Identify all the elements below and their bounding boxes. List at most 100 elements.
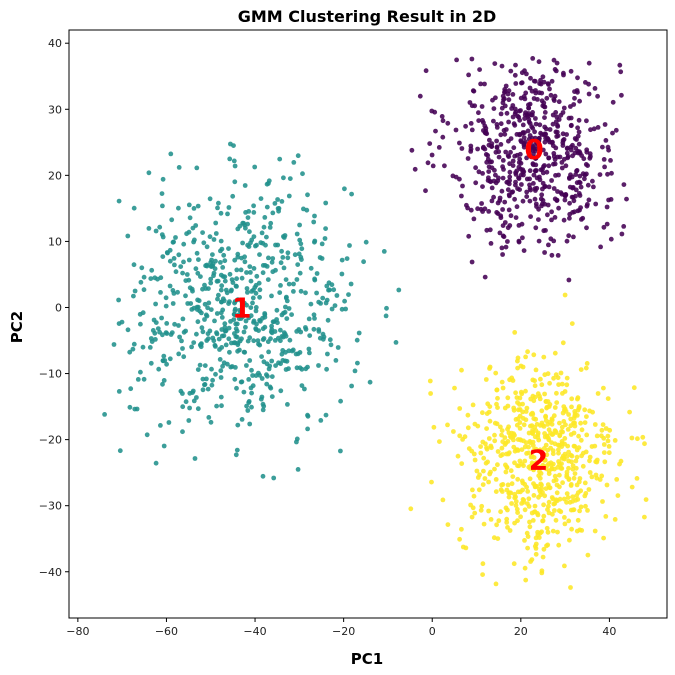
scatter-point-cluster-1 <box>187 285 193 291</box>
scatter-point-cluster-2 <box>556 542 562 548</box>
scatter-point-cluster-0 <box>504 110 510 116</box>
scatter-point-cluster-1 <box>111 342 117 347</box>
scatter-point-cluster-1 <box>277 156 283 162</box>
scatter-point-cluster-1 <box>190 388 196 394</box>
scatter-point-cluster-0 <box>585 202 590 207</box>
scatter-point-cluster-2 <box>582 493 588 499</box>
scatter-point-cluster-1 <box>180 404 186 410</box>
scatter-point-cluster-2 <box>457 536 462 542</box>
scatter-point-cluster-1 <box>172 321 178 327</box>
scatter-point-cluster-2 <box>495 395 500 401</box>
scatter-point-cluster-1 <box>243 318 249 324</box>
scatter-point-cluster-2 <box>516 407 521 413</box>
scatter-point-cluster-1 <box>252 164 258 170</box>
scatter-point-cluster-1 <box>208 280 214 286</box>
cluster-labels: 0 1 2 <box>232 133 548 477</box>
scatter-point-cluster-1 <box>131 262 137 268</box>
scatter-point-cluster-0 <box>501 234 507 240</box>
scatter-point-cluster-1 <box>264 181 270 187</box>
cluster-label-2: 2 <box>529 443 548 476</box>
scatter-point-cluster-1 <box>183 278 189 283</box>
scatter-point-cluster-2 <box>486 436 492 441</box>
scatter-point-cluster-1 <box>218 287 224 293</box>
scatter-point-cluster-2 <box>532 509 538 515</box>
scatter-point-cluster-1 <box>176 205 181 211</box>
scatter-point-cluster-0 <box>566 277 572 283</box>
scatter-point-cluster-2 <box>493 581 499 587</box>
scatter-point-cluster-2 <box>506 494 512 500</box>
scatter-point-cluster-0 <box>602 164 607 170</box>
scatter-point-cluster-2 <box>527 464 533 469</box>
scatter-point-cluster-0 <box>539 192 545 198</box>
scatter-point-cluster-2 <box>617 461 622 467</box>
scatter-point-cluster-0 <box>536 59 542 65</box>
scatter-point-cluster-0 <box>511 145 517 151</box>
scatter-point-cluster-2 <box>495 449 501 454</box>
scatter-point-cluster-2 <box>577 476 583 481</box>
scatter-point-cluster-1 <box>146 226 152 231</box>
scatter-point-cluster-2 <box>572 471 578 476</box>
scatter-point-cluster-1 <box>234 276 240 282</box>
scatter-point-cluster-1 <box>204 263 210 269</box>
scatter-point-cluster-0 <box>489 159 494 165</box>
y-tick-label: −20 <box>39 434 62 447</box>
scatter-point-cluster-1 <box>167 356 173 362</box>
scatter-point-cluster-1 <box>254 273 260 279</box>
scatter-point-cluster-2 <box>558 370 564 376</box>
scatter-point-cluster-0 <box>524 155 529 161</box>
scatter-point-cluster-2 <box>531 447 537 453</box>
scatter-point-cluster-0 <box>586 91 592 97</box>
scatter-point-cluster-0 <box>531 181 536 186</box>
scatter-point-cluster-2 <box>571 415 577 421</box>
scatter-point-cluster-2 <box>431 424 437 430</box>
scatter-point-cluster-1 <box>177 334 183 340</box>
scatter-point-cluster-1 <box>208 307 214 312</box>
scatter-point-cluster-0 <box>515 113 521 119</box>
scatter-point-cluster-1 <box>262 215 268 220</box>
scatter-point-cluster-1 <box>291 289 296 294</box>
scatter-point-cluster-1 <box>194 331 199 337</box>
scatter-point-cluster-1 <box>195 270 201 276</box>
scatter-point-cluster-2 <box>429 479 434 485</box>
scatter-point-cluster-1 <box>116 198 122 204</box>
scatter-point-cluster-2 <box>494 387 500 393</box>
scatter-point-cluster-0 <box>440 118 446 124</box>
scatter-point-cluster-0 <box>533 155 539 161</box>
scatter-point-cluster-1 <box>314 271 320 276</box>
scatter-point-cluster-2 <box>544 434 550 439</box>
scatter-point-cluster-0 <box>516 175 521 181</box>
scatter-point-cluster-1 <box>176 323 181 328</box>
scatter-point-cluster-1 <box>265 277 271 282</box>
scatter-point-cluster-1 <box>264 264 270 269</box>
scatter-point-cluster-1 <box>243 324 248 330</box>
scatter-point-cluster-0 <box>478 206 484 212</box>
scatter-point-cluster-1 <box>279 351 285 357</box>
scatter-point-cluster-1 <box>211 237 217 242</box>
scatter-point-cluster-1 <box>278 260 284 266</box>
scatter-point-cluster-1 <box>242 300 247 306</box>
scatter-point-cluster-2 <box>520 401 525 407</box>
scatter-point-cluster-1 <box>242 254 248 260</box>
scatter-point-cluster-0 <box>529 112 534 118</box>
scatter-point-cluster-1 <box>226 246 231 252</box>
scatter-point-cluster-1 <box>264 234 269 240</box>
scatter-point-cluster-2 <box>495 536 501 541</box>
scatter-point-cluster-1 <box>324 366 329 372</box>
scatter-point-cluster-2 <box>634 476 640 481</box>
scatter-point-cluster-0 <box>512 72 518 78</box>
scatter-point-cluster-2 <box>599 473 605 479</box>
scatter-point-cluster-2 <box>586 487 592 492</box>
scatter-point-cluster-1 <box>159 191 165 197</box>
y-tick-label: 30 <box>48 103 62 116</box>
scatter-point-cluster-1 <box>293 351 299 357</box>
scatter-point-cluster-0 <box>507 169 513 175</box>
scatter-point-cluster-1 <box>195 319 201 325</box>
scatter-point-cluster-2 <box>505 403 511 409</box>
scatter-point-cluster-0 <box>505 239 510 244</box>
scatter-point-cluster-1 <box>316 329 322 334</box>
scatter-point-cluster-1 <box>286 348 292 354</box>
scatter-point-cluster-1 <box>274 307 280 313</box>
scatter-point-cluster-1 <box>265 373 270 379</box>
scatter-point-cluster-2 <box>543 413 548 419</box>
scatter-point-cluster-0 <box>510 158 516 164</box>
